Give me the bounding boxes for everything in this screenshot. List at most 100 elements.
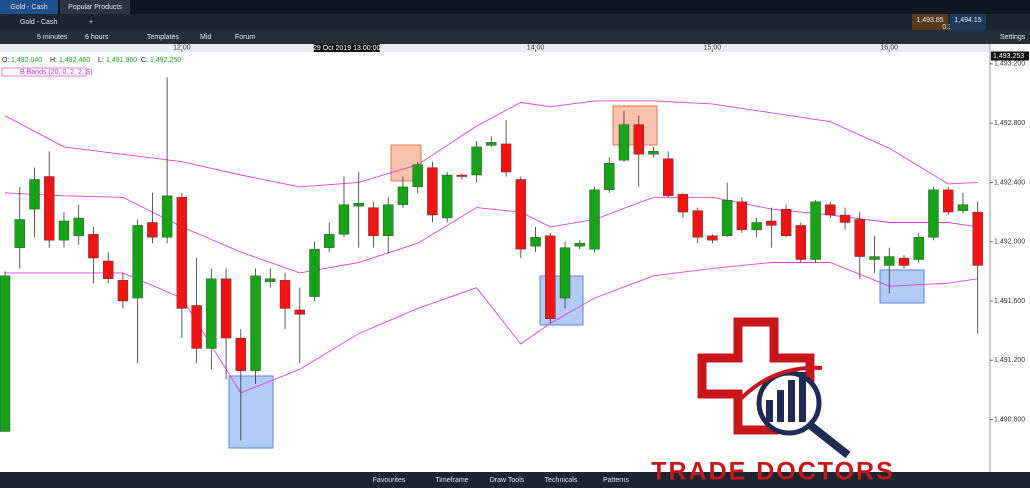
bottom-button[interactable]: Draw Tools: [490, 477, 525, 484]
candle-body: [648, 151, 659, 155]
candle-body: [500, 143, 512, 173]
candle-body: [545, 235, 556, 320]
ohlc-value: 1,492.460: [59, 57, 90, 64]
y-tick-label: 1,492.400: [994, 179, 1025, 186]
sell-box[interactable]: [912, 14, 948, 30]
band-line: [4, 100, 978, 188]
crosshair-label-bg: [313, 44, 380, 52]
candle-body: [456, 174, 468, 177]
candle-body: [250, 275, 261, 371]
candle-body: [368, 207, 379, 237]
candle-body: [176, 197, 188, 309]
candle-body: [662, 158, 674, 196]
candle-body: [279, 280, 291, 309]
tab-bg[interactable]: [60, 0, 130, 14]
candle-body: [515, 179, 527, 250]
ohlc-key: L:: [98, 57, 104, 64]
indicator-box[interactable]: [1, 67, 87, 77]
crosshair-label: 29 Oct 2019 13:00:00: [313, 45, 380, 52]
candle-body: [44, 176, 55, 241]
candle-body: [14, 219, 25, 248]
candle-body: [780, 208, 792, 237]
candle-body: [73, 217, 84, 237]
candle-body: [235, 337, 247, 371]
candle-body: [147, 222, 158, 238]
candle-body: [117, 280, 129, 302]
candle-body: [589, 189, 600, 250]
candle-body: [412, 164, 423, 188]
candle-body: [471, 146, 482, 176]
y-tick-label: 1,492.000: [994, 239, 1025, 246]
bottom-button[interactable]: Patterns: [603, 477, 630, 484]
candle-body: [29, 179, 40, 210]
tab[interactable]: Gold - Cash: [10, 4, 47, 11]
highlight-box: [879, 269, 925, 304]
instrument-bar: [0, 14, 1030, 30]
candle-body: [928, 189, 939, 238]
candle-body: [604, 162, 615, 191]
add-icon[interactable]: +: [89, 19, 93, 26]
x-tick-label: 12:00: [173, 44, 191, 51]
bottom-button[interactable]: Timeframe: [435, 477, 468, 484]
buy-box[interactable]: [950, 14, 986, 30]
bottom-button[interactable]: Technicals: [545, 477, 578, 484]
candle-body: [294, 309, 305, 315]
highlight-box: [228, 375, 274, 449]
last-price-box: [991, 51, 1029, 61]
candle-body: [220, 278, 232, 339]
range[interactable]: 6 hours: [85, 34, 109, 41]
candle-body: [839, 214, 851, 223]
logo: TRADE DOCTORS: [651, 317, 893, 486]
bottom-button[interactable]: Favourites: [373, 477, 406, 484]
logo-bar: [766, 400, 773, 422]
candle-body: [869, 256, 880, 260]
candle-body: [810, 201, 821, 260]
candle-body: [957, 204, 969, 211]
ohlc-value: 1,492.250: [150, 57, 181, 64]
templates[interactable]: Templates: [147, 34, 179, 41]
candle-body: [161, 195, 173, 238]
tab-bar: [0, 0, 1030, 14]
candle-body: [58, 220, 70, 241]
candle-body: [265, 278, 276, 282]
candle-body: [766, 220, 777, 226]
indicator-label[interactable]: B Bands (20, 0, 2, 2, S): [20, 69, 93, 76]
candle-body: [191, 305, 202, 349]
last-price-label: 1,493.253: [993, 53, 1024, 60]
candle-body: [854, 219, 865, 257]
logo-bar: [777, 390, 784, 422]
candle-body: [382, 204, 394, 237]
x-tick-label: 16:00: [880, 44, 898, 51]
toolbar: [0, 30, 1030, 44]
logo-handle: [807, 421, 851, 459]
settings[interactable]: Settings: [1000, 34, 1026, 41]
tab-active[interactable]: [0, 0, 58, 14]
candle-body: [88, 234, 99, 259]
logo-arrow: [733, 365, 823, 407]
ohlc-header: O: 1,492.040 H: 1,492.460 L: 1,491.960 C…: [1, 57, 181, 77]
candle-body: [574, 243, 585, 247]
y-tick-label: 1,492.800: [994, 120, 1025, 127]
candle-body: [633, 124, 644, 155]
price-type[interactable]: Mid: [200, 34, 211, 41]
candle-body: [825, 204, 836, 216]
candle-body: [102, 260, 114, 279]
candle-body: [943, 189, 954, 213]
candle-body: [736, 201, 748, 231]
candle-body: [338, 204, 350, 235]
buy-price[interactable]: 1,494.15: [954, 17, 981, 24]
y-tick-label: 1,491.600: [994, 298, 1025, 305]
interval[interactable]: 5 minutes: [37, 34, 68, 41]
spread: 0.30: [942, 24, 956, 31]
candle-body: [559, 247, 571, 299]
tab[interactable]: Popular Products: [68, 4, 122, 11]
logo-bar: [788, 380, 795, 422]
ohlc-key: C:: [141, 57, 148, 64]
candle-body: [692, 210, 703, 238]
candle-body: [309, 248, 320, 297]
forum[interactable]: Forum: [235, 34, 255, 41]
y-tick-label: 1,490.800: [994, 416, 1025, 423]
sell-price[interactable]: 1,493.85: [916, 17, 943, 24]
instrument[interactable]: Gold - Cash: [20, 19, 57, 26]
